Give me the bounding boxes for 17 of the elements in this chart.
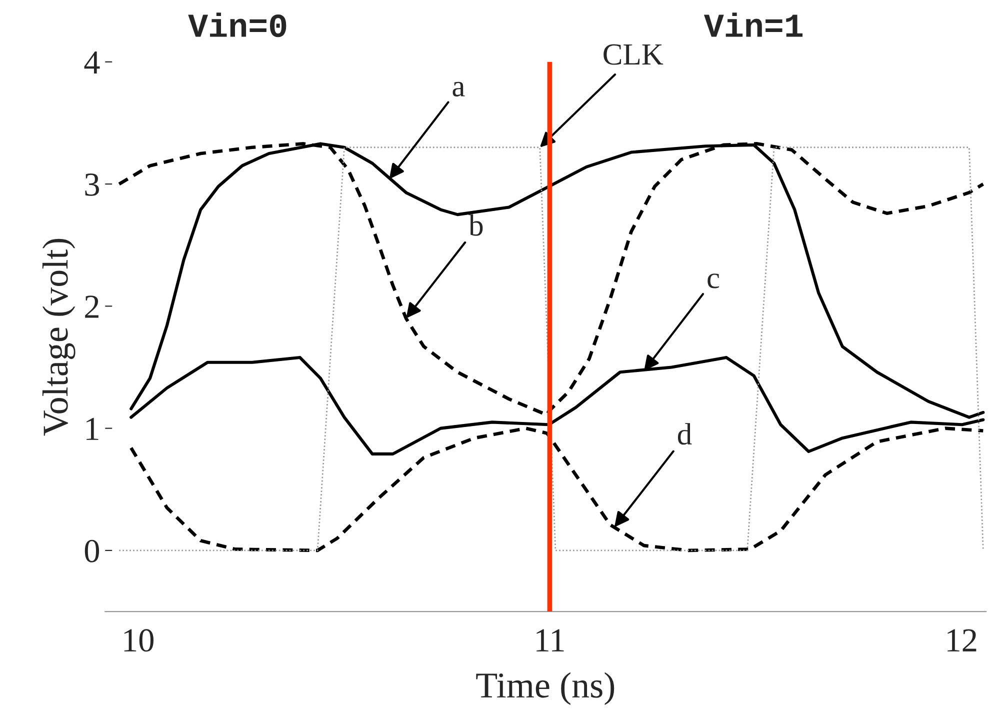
x-tick-label: 12 [948, 629, 976, 652]
y-tick-label: 3 [85, 174, 99, 196]
annotation: b [468, 214, 483, 236]
text: Vin=0 [188, 12, 286, 38]
text: Vin=1 [704, 12, 803, 37]
y-tick-label: 1 [86, 418, 98, 440]
y-tick-label: 2 [85, 296, 98, 318]
y-axis-title: Voltage (volt) [42, 238, 76, 436]
x-tick-label: 10 [124, 629, 154, 652]
x-tick-label: 11 [536, 629, 564, 652]
y-tick-label: 0 [84, 540, 100, 562]
x-axis-title: Time (ns) [476, 672, 614, 706]
annotation: CLK [604, 44, 664, 65]
annotation: a [452, 82, 465, 97]
y-tick-label: 4 [84, 52, 100, 74]
annotation: d [678, 423, 692, 445]
annotation: c [708, 274, 720, 288]
